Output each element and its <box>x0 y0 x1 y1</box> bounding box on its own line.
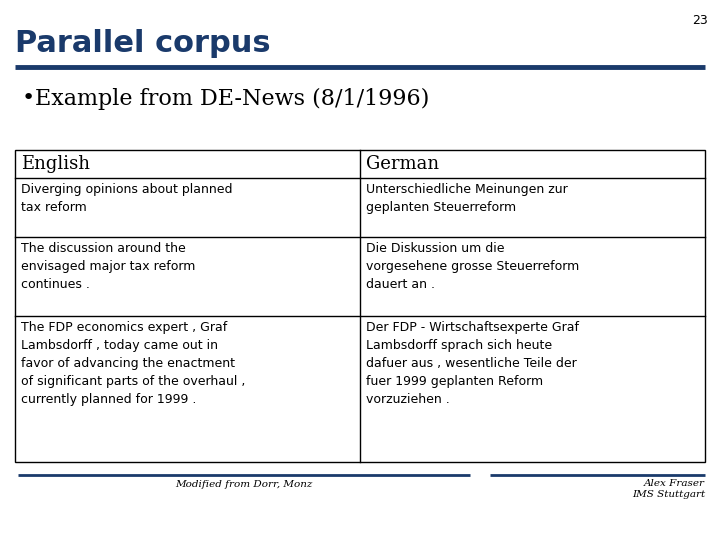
Text: Diverging opinions about planned
tax reform: Diverging opinions about planned tax ref… <box>21 183 233 214</box>
Text: 23: 23 <box>692 14 708 27</box>
Text: Alex Fraser: Alex Fraser <box>644 479 705 488</box>
Text: Der FDP - Wirtschaftsexperte Graf
Lambsdorff sprach sich heute
dafuer aus , wese: Der FDP - Wirtschaftsexperte Graf Lambsd… <box>366 321 579 406</box>
Text: The FDP economics expert , Graf
Lambsdorff , today came out in
favor of advancin: The FDP economics expert , Graf Lambsdor… <box>21 321 246 406</box>
Text: The discussion around the
envisaged major tax reform
continues .: The discussion around the envisaged majo… <box>21 241 195 291</box>
Text: Example from DE-News (8/1/1996): Example from DE-News (8/1/1996) <box>35 88 429 110</box>
Bar <box>15 150 705 462</box>
Text: Unterschiedliche Meinungen zur
geplanten Steuerreform: Unterschiedliche Meinungen zur geplanten… <box>366 183 568 214</box>
Text: Parallel corpus: Parallel corpus <box>15 29 271 58</box>
Text: Die Diskussion um die
vorgesehene grosse Steuerreform
dauert an .: Die Diskussion um die vorgesehene grosse… <box>366 241 580 291</box>
Text: •: • <box>22 88 35 108</box>
Text: English: English <box>21 155 90 173</box>
Text: Modified from Dorr, Monz: Modified from Dorr, Monz <box>175 480 312 489</box>
Text: IMS Stuttgart: IMS Stuttgart <box>632 490 705 499</box>
Text: German: German <box>366 155 439 173</box>
